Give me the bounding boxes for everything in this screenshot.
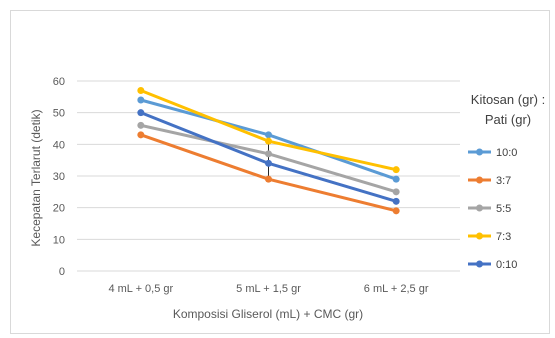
x-axis-title: Komposisi Gliserol (mL) + CMC (gr) [173, 307, 363, 321]
y-tick-label: 20 [53, 203, 65, 215]
legend-marker [476, 204, 483, 212]
data-point-10-0 [392, 175, 400, 183]
x-tick-label: 4 mL + 0,5 gr [108, 283, 173, 295]
data-point-0-10 [392, 197, 400, 205]
chart-frame [10, 10, 550, 334]
legend-item: 3:7 [468, 175, 511, 187]
legend-marker [476, 260, 483, 268]
data-point-0-10 [265, 159, 272, 167]
data-point-5-5 [265, 150, 272, 158]
data-point-10-0 [137, 96, 145, 104]
legend-marker [476, 148, 483, 156]
data-point-3-7 [137, 131, 145, 139]
data-point-0-10 [137, 109, 145, 117]
legend-label: 0:10 [496, 259, 517, 271]
legend-title-line-1: Kitosan (gr) : [471, 92, 545, 107]
legend-marker [476, 176, 483, 184]
legend-label: 5:5 [496, 203, 511, 215]
data-point-3-7 [392, 207, 400, 215]
legend-item: 7:3 [468, 231, 511, 243]
y-axis-ticks: 0 10 20 30 40 50 60 [53, 76, 65, 278]
legend-item: 5:5 [468, 203, 511, 215]
data-point-3-7 [265, 175, 272, 183]
legend-item: 10:0 [468, 147, 517, 159]
legend-label: 7:3 [496, 231, 511, 243]
y-tick-label: 30 [53, 171, 65, 183]
data-point-10-0 [265, 131, 272, 139]
series-points [137, 87, 400, 215]
data-point-5-5 [392, 188, 400, 196]
legend: 10:0 3:7 5:5 7:3 0:10 [468, 147, 517, 271]
legend-label: 10:0 [496, 147, 517, 159]
y-axis-title: Kecepatan Terlarut (detik) [29, 109, 43, 246]
data-point-5-5 [137, 121, 145, 129]
y-tick-label: 40 [53, 139, 65, 151]
legend-title-line-2: Pati (gr) [485, 112, 531, 127]
y-tick-label: 50 [53, 108, 65, 120]
x-tick-label: 5 mL + 1,5 gr [236, 283, 301, 295]
y-tick-label: 10 [53, 234, 65, 246]
legend-item: 0:10 [468, 259, 517, 271]
data-point-7-3 [265, 137, 272, 145]
legend-label: 3:7 [496, 175, 511, 187]
data-point-7-3 [392, 166, 400, 174]
legend-marker [476, 232, 483, 240]
y-tick-label: 0 [59, 266, 65, 278]
x-axis-ticks: 4 mL + 0,5 gr 5 mL + 1,5 gr 6 mL + 2,5 gr [108, 283, 428, 295]
x-tick-label: 6 mL + 2,5 gr [364, 283, 429, 295]
y-tick-label: 60 [53, 76, 65, 88]
data-point-7-3 [137, 87, 145, 94]
